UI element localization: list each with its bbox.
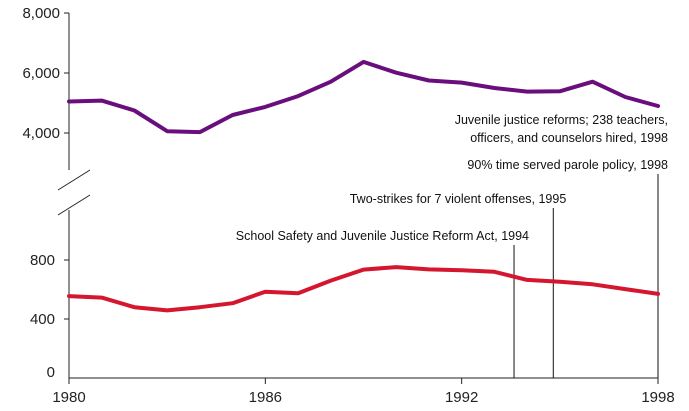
annotation-label: Two-strikes for 7 violent offenses, 1995 <box>350 192 567 206</box>
y-tick-label: 6,000 <box>22 65 60 82</box>
axis-break-mark <box>57 169 91 191</box>
y-tick-label: 400 <box>30 311 55 328</box>
lower-series-line <box>67 265 660 313</box>
annotation-markers <box>513 174 659 378</box>
annotation-label: School Safety and Juvenile Justice Refor… <box>236 229 529 243</box>
tick-labels: 4,000 6,000 8,000 0 400 800 1980 1986 1992 1998 <box>22 5 674 406</box>
x-tick-label: 1992 <box>445 389 478 406</box>
x-tick-label: 1986 <box>249 389 282 406</box>
y-tick-label: 8,000 <box>22 5 60 22</box>
annotation-label: Juvenile justice reforms; 238 teachers, <box>455 113 668 127</box>
x-tick-label: 1998 <box>641 389 674 406</box>
upper-series-line <box>67 59 660 135</box>
y-tick-label: 4,000 <box>22 125 60 142</box>
axes <box>57 12 659 384</box>
annotation-label: officers, and counselors hired, 1998 <box>470 131 668 145</box>
y-tick-label: 800 <box>30 252 55 269</box>
annotation-label: 90% time served parole policy, 1998 <box>467 158 668 172</box>
axis-break-mark <box>57 194 91 216</box>
y-tick-label: 0 <box>47 364 55 381</box>
series-lines <box>67 59 660 313</box>
annotations: School Safety and Juvenile Justice Refor… <box>236 113 668 243</box>
x-tick-label: 1980 <box>52 389 85 406</box>
